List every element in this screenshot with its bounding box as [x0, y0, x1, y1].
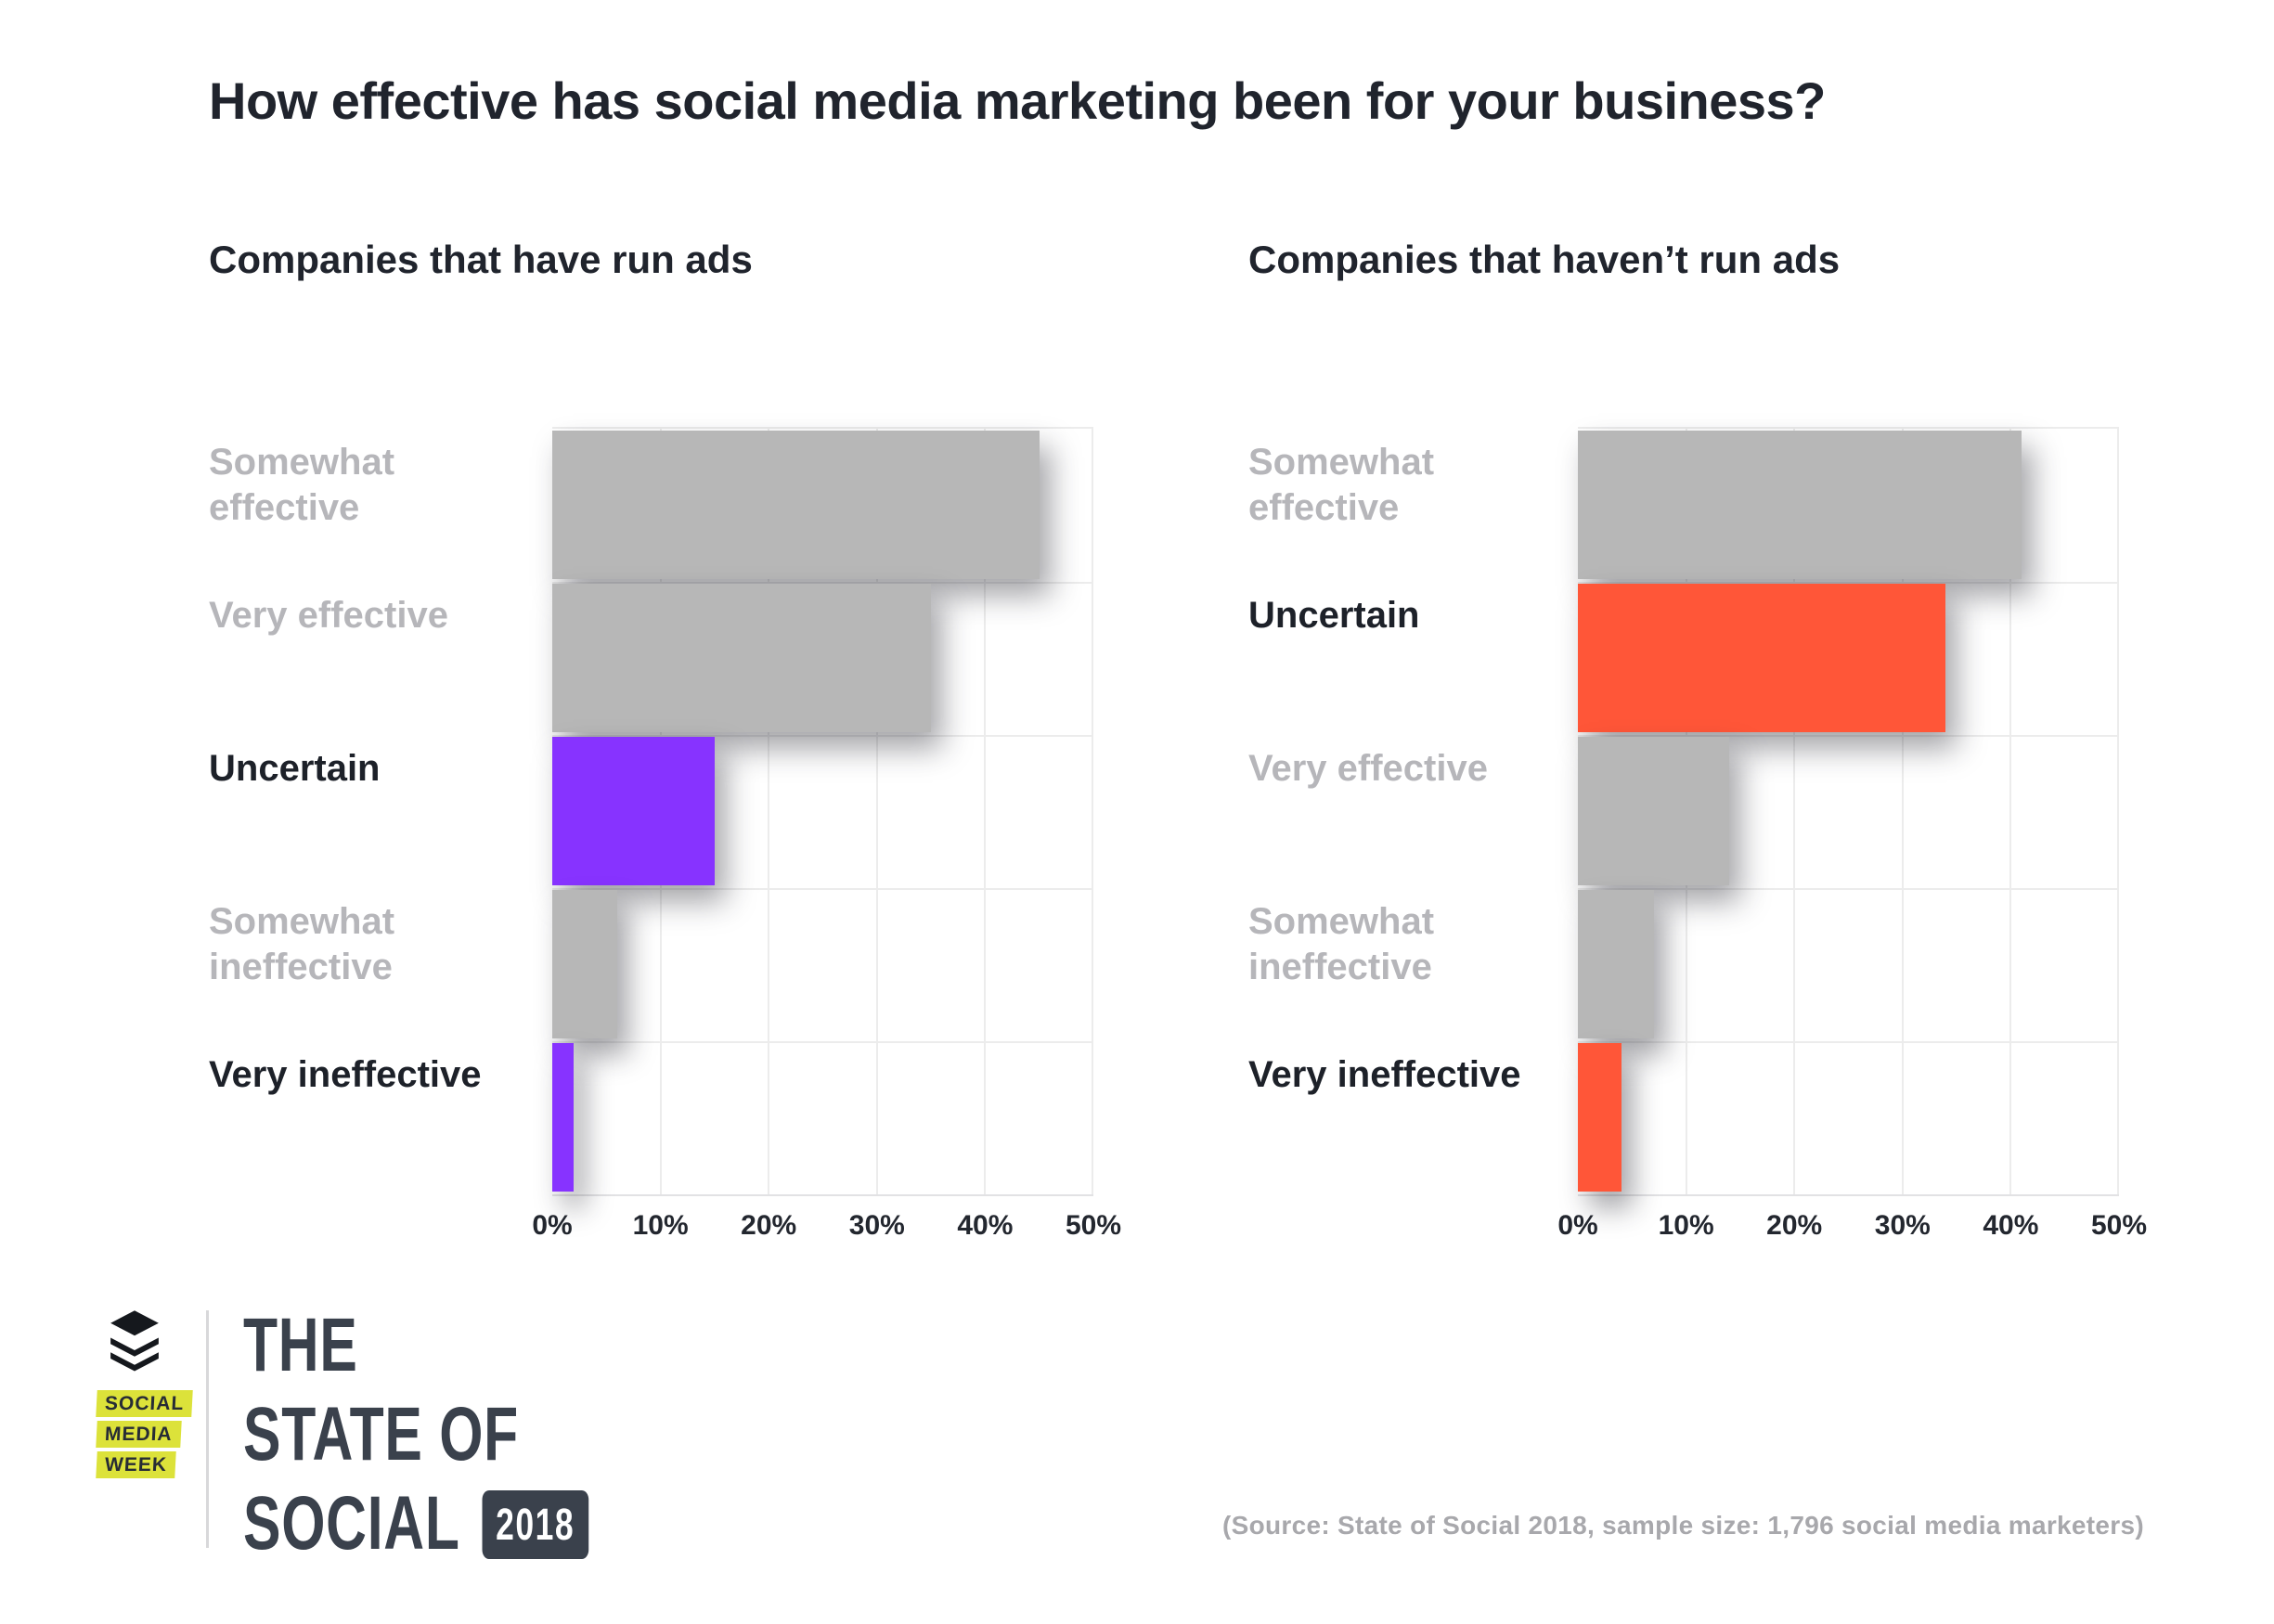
category-label: Very ineffective: [1248, 1054, 1521, 1095]
bar-somewhat-effective: [552, 431, 1040, 579]
bar-very-ineffective: [1578, 1043, 1622, 1192]
category-label: Uncertain: [209, 748, 381, 789]
category-label: Somewhat ineffective: [1248, 901, 1435, 987]
x-axis-tick: 40%: [957, 1210, 1014, 1241]
bar-somewhat-ineffective: [552, 890, 617, 1038]
page-title: How effective has social media marketing…: [209, 71, 1826, 130]
chart-left-subtitle: Companies that have run ads: [209, 238, 753, 281]
wordmark-line: THE: [243, 1303, 358, 1387]
category-label: Very effective: [209, 595, 448, 636]
chart-left-category-labels: Somewhat effective Very effective Uncert…: [209, 427, 524, 1192]
source-note: (Source: State of Social 2018, sample si…: [1221, 1511, 2144, 1540]
gridline: [1793, 429, 1796, 1194]
chart-right-subtitle: Companies that haven’t run ads: [1248, 238, 1841, 281]
category-label: Uncertain: [1248, 595, 1420, 636]
bar-somewhat-ineffective: [1578, 890, 1654, 1038]
bar-row: [1578, 1041, 2119, 1194]
gridline: [1901, 429, 1904, 1194]
x-axis-tick: 50%: [2090, 1210, 2148, 1241]
gridline: [2117, 429, 2119, 1194]
gridline: [984, 429, 987, 1194]
category-label: Somewhat effective: [1248, 442, 1435, 528]
wordmark-line: SOCIAL: [243, 1481, 460, 1566]
bar-row: [552, 1041, 1093, 1194]
x-axis-tick: 0%: [1557, 1210, 1598, 1241]
wordmark-line-with-badge: SOCIAL 2018: [243, 1479, 588, 1568]
smw-line: WEEK: [96, 1451, 176, 1478]
buffer-logo-icon: [110, 1310, 159, 1372]
x-axis-tick: 30%: [1874, 1210, 1931, 1241]
year-badge: 2018: [482, 1490, 588, 1559]
bar-very-effective: [552, 584, 932, 732]
x-axis-tick: 20%: [1766, 1210, 1823, 1241]
x-axis-tick: 20%: [741, 1210, 797, 1241]
bar-somewhat-effective: [1578, 431, 2022, 579]
wordmark-line: STATE OF: [243, 1392, 519, 1476]
chart-right-plot-area: 0% 10% 20% 30% 40% 50%: [1557, 427, 2147, 1241]
gridline: [1092, 429, 1093, 1194]
social-media-week-logo: SOCIAL MEDIA WEEK: [96, 1390, 194, 1482]
bar-row: [1578, 429, 2119, 584]
bar-row: [552, 888, 1093, 1043]
gridline: [768, 429, 770, 1194]
x-axis-tick: 0%: [532, 1210, 573, 1241]
chart-left-plot-area: 0% 10% 20% 30% 40% 50%: [532, 427, 1121, 1241]
bar-row: [552, 429, 1093, 584]
category-label: Somewhat effective: [209, 442, 395, 528]
gridline: [2009, 429, 2012, 1194]
bar-row: [1578, 888, 2119, 1043]
category-label: Somewhat ineffective: [209, 901, 395, 987]
chart-right-category-labels: Somewhat effective Uncertain Very effect…: [1248, 427, 1564, 1192]
x-axis-tick: 50%: [1065, 1210, 1122, 1241]
x-axis-tick: 40%: [1983, 1210, 2039, 1241]
smw-line: MEDIA: [96, 1421, 182, 1448]
bar-very-ineffective: [552, 1043, 575, 1192]
x-axis-tick: 30%: [848, 1210, 905, 1241]
bar-very-effective: [1578, 737, 1730, 885]
gridline: [875, 429, 878, 1194]
bar-row: [552, 582, 1093, 737]
bar-row: [1578, 735, 2119, 890]
bar-uncertain: [1578, 584, 1946, 732]
bar-row: [552, 735, 1093, 890]
category-label: Very ineffective: [209, 1054, 482, 1095]
bar-uncertain: [552, 737, 715, 885]
state-of-social-wordmark: THE STATE OF SOCIAL 2018: [243, 1301, 588, 1568]
footer-divider: [206, 1310, 209, 1548]
x-axis-tick: 10%: [632, 1210, 689, 1241]
x-axis-tick: 10%: [1658, 1210, 1714, 1241]
bar-row: [1578, 582, 2119, 737]
category-label: Very effective: [1248, 748, 1488, 789]
smw-line: SOCIAL: [96, 1390, 194, 1417]
